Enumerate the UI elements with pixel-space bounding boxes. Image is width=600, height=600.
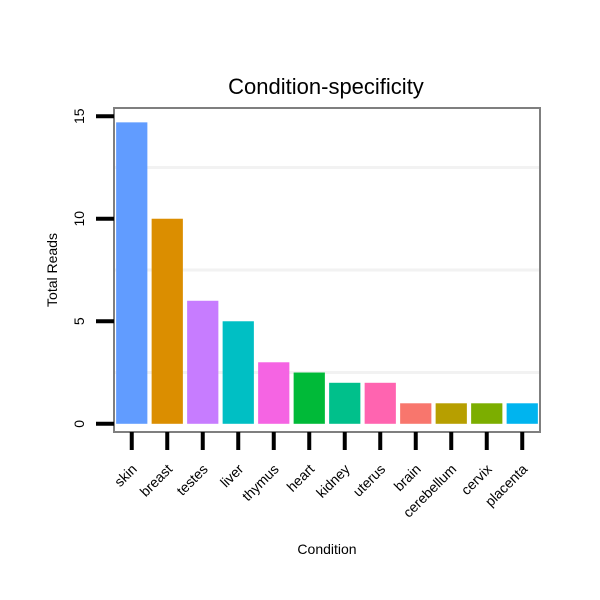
- x-tick-label-kidney: kidney: [313, 461, 353, 501]
- bar-placenta: [506, 403, 538, 424]
- x-tick-label-testes: testes: [173, 461, 211, 499]
- x-axis-label: Condition: [297, 541, 356, 557]
- x-tick-label-breast: breast: [137, 461, 176, 500]
- y-tick-label: 15: [71, 108, 87, 124]
- bar-liver: [222, 321, 254, 424]
- bar-breast: [151, 218, 183, 424]
- x-tick-label-thymus: thymus: [239, 461, 282, 504]
- x-tick-label-liver: liver: [217, 461, 247, 491]
- y-axis: 0 5 10 15: [71, 108, 114, 428]
- y-tick-label: 0: [71, 420, 87, 428]
- bar-testes: [187, 300, 219, 424]
- bars: [116, 122, 538, 424]
- bar-skin: [116, 122, 148, 424]
- bar-cervix: [471, 403, 503, 424]
- bar-brain: [400, 403, 432, 424]
- plot-border: [113, 107, 541, 433]
- bar-thymus: [258, 362, 290, 424]
- x-tick-label-skin: skin: [111, 461, 140, 490]
- chart-title: Condition-specificity: [228, 74, 424, 99]
- y-tick-label: 10: [71, 211, 87, 227]
- grid: [115, 165, 539, 375]
- bar-uterus: [364, 382, 396, 424]
- y-tick-label: 5: [71, 317, 87, 325]
- bar-cerebellum: [435, 403, 467, 424]
- bar-kidney: [329, 382, 361, 424]
- y-axis-label: Total Reads: [44, 233, 60, 307]
- x-tick-label-uterus: uterus: [350, 461, 389, 500]
- bar-heart: [293, 372, 325, 424]
